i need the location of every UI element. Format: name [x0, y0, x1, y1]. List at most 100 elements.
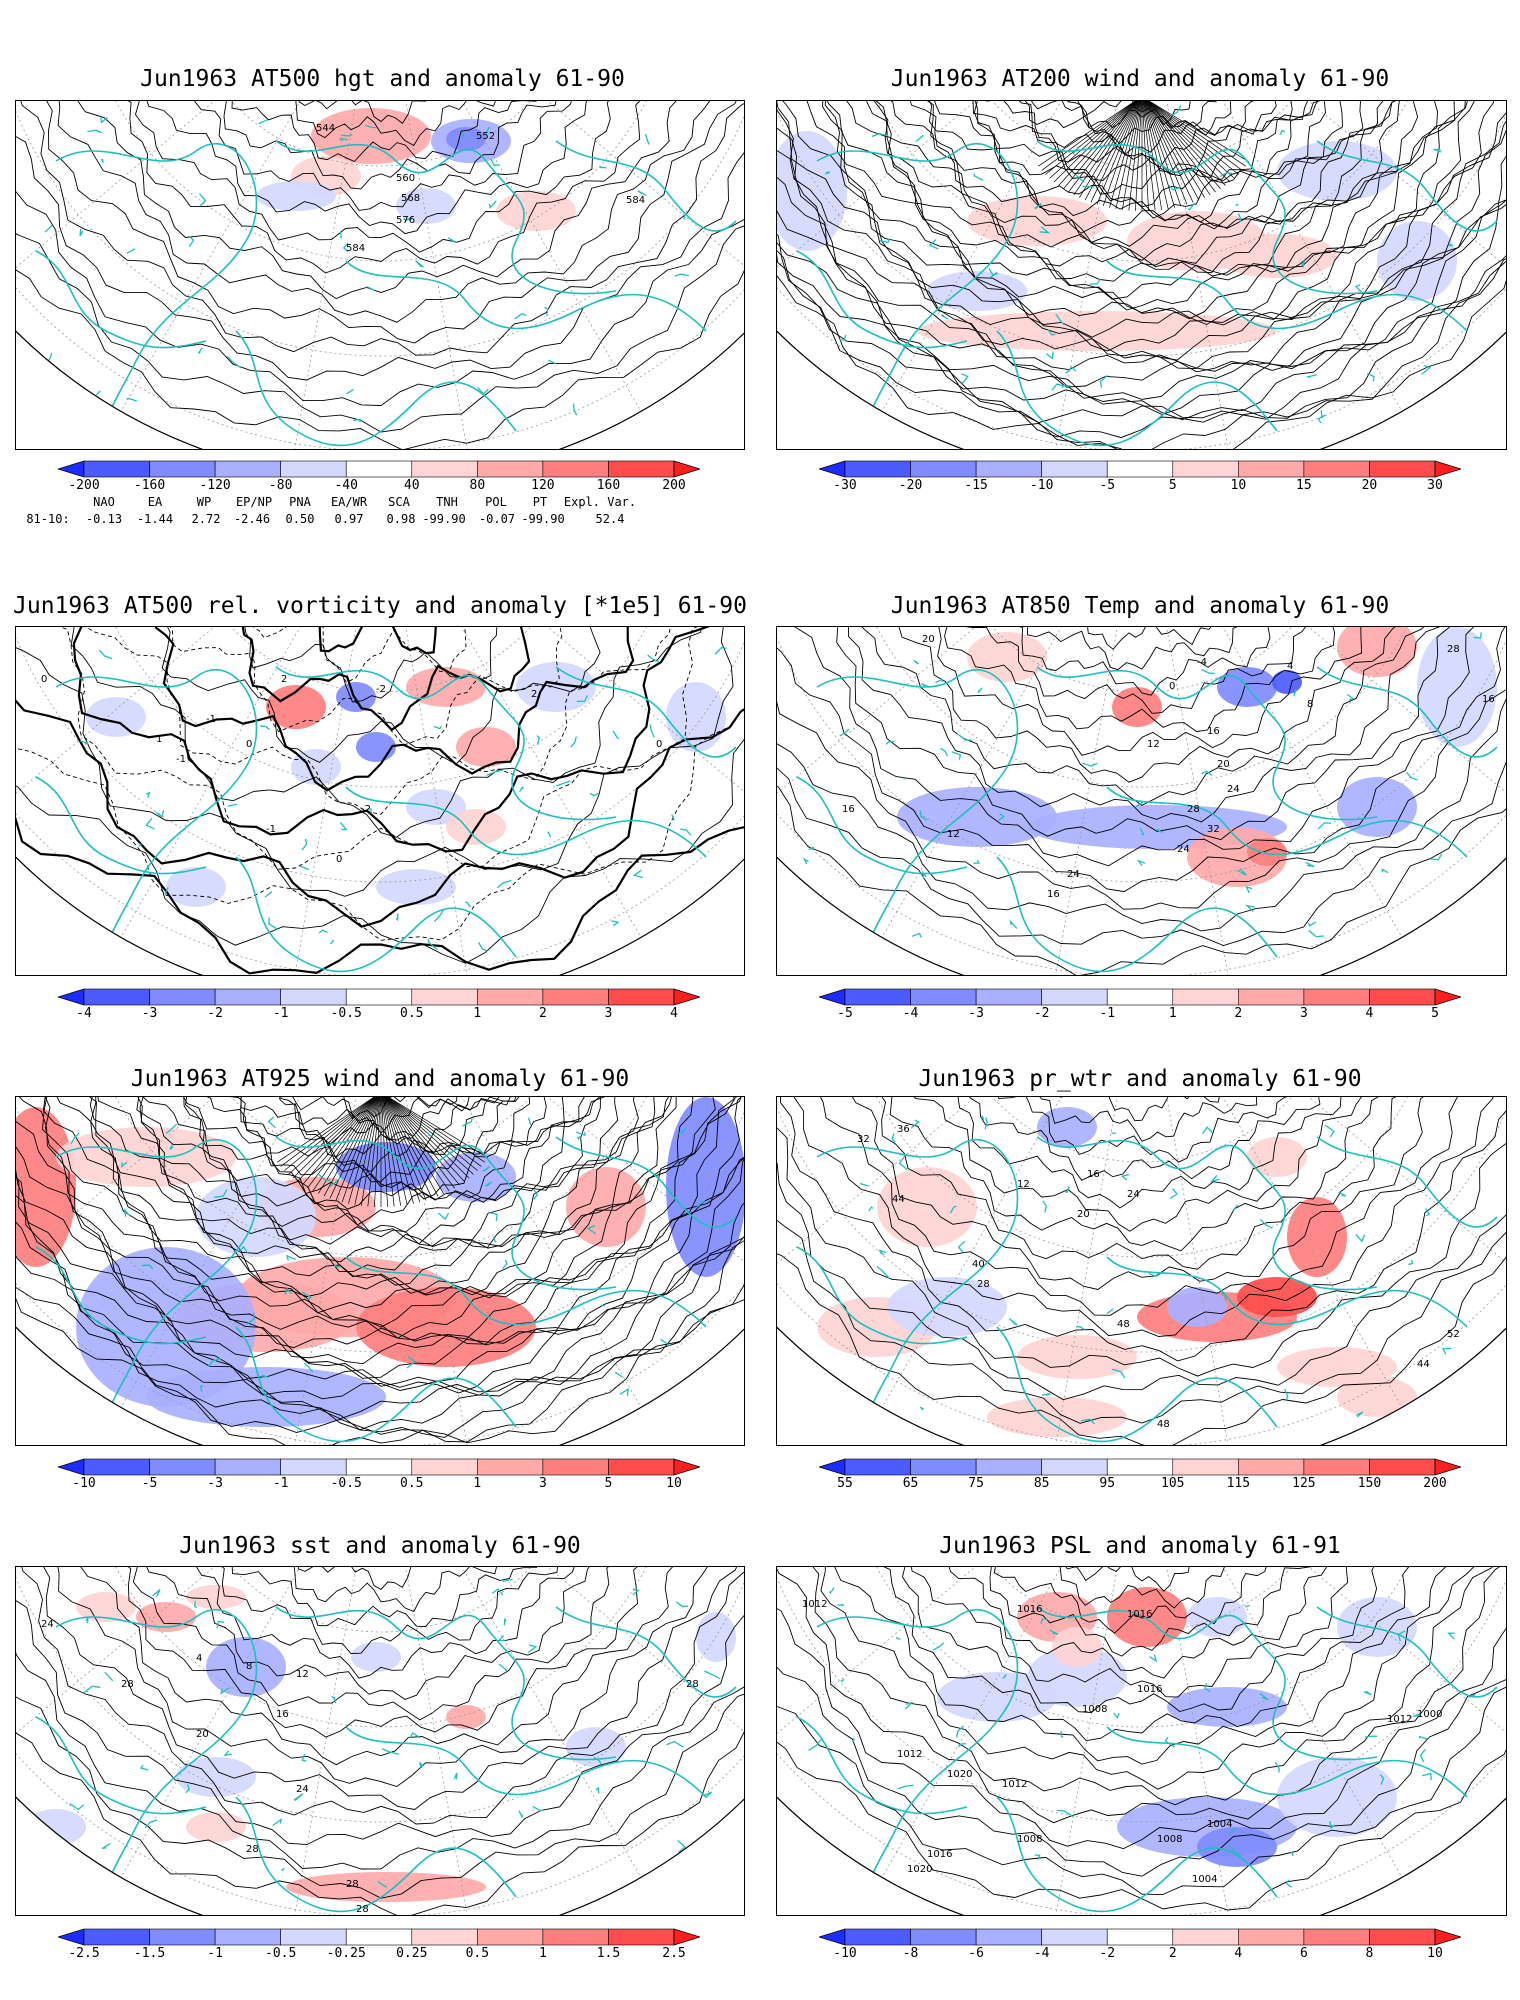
colorbar-box: [345, 460, 413, 478]
colorbar-tick-label: -3: [207, 1476, 223, 1491]
coastline: [333, 1265, 341, 1268]
coastline: [876, 1265, 890, 1279]
colorbar-tick-label: -0.5: [265, 1946, 297, 1961]
coastline: [683, 214, 687, 220]
contour-line: [926, 1097, 1357, 1181]
map-svg: 20 -4 0 4 8 28 16 16 16 12 20 24 28 32 24 12 24 16: [777, 627, 1506, 975]
panel-title: Jun1963 PSL and anomaly 61-91: [939, 1533, 1341, 1559]
latitude-line: [175, 627, 587, 693]
coastline: [1237, 213, 1242, 223]
panel-wind200: Jun1963 AT200 wind and anomaly 61-90 -30…: [760, 0, 1520, 560]
coastline: [35, 1246, 207, 1345]
contour-label: 20: [922, 634, 935, 645]
coastline: [301, 838, 308, 851]
coastline: [138, 842, 143, 847]
contour-label: 32: [1207, 824, 1220, 835]
coastline: [220, 1687, 230, 1695]
coastline: [556, 780, 571, 787]
coastline: [1429, 853, 1443, 861]
coastline: [1379, 1774, 1385, 1785]
coastline: [671, 814, 675, 821]
coastline: [409, 1732, 421, 1739]
streamline: [832, 101, 1448, 282]
teleconnection-header: WP: [196, 495, 212, 509]
anomaly-shading: [877, 1167, 977, 1247]
coastline: [345, 1726, 707, 1798]
colorbar-arrow-high: [1434, 1458, 1463, 1476]
coastline: [101, 1843, 111, 1850]
colorbar-tick-label: -6: [968, 1946, 984, 1961]
coastline: [126, 248, 136, 254]
colorbar-tick-label: -20: [898, 478, 923, 493]
anomaly-shading: [1272, 670, 1302, 694]
coastline: [1106, 1256, 1468, 1328]
contour-label: 1000: [1417, 1709, 1442, 1720]
meridian-line: [1141, 1097, 1506, 1136]
streamline: [1145, 101, 1205, 198]
contour-label: 16: [1207, 726, 1220, 737]
colorbar-tick-label: 0.5: [465, 1946, 490, 1961]
meridian-line: [1051, 1567, 1143, 1915]
coastline: [55, 1609, 258, 1915]
coastline: [1317, 414, 1326, 424]
anomaly-shading: [76, 1247, 256, 1407]
streamline: [354, 1097, 380, 1205]
contour-line: [787, 1097, 1496, 1337]
latitude-line: [936, 627, 1348, 693]
colorbar-box: [910, 460, 977, 478]
coastline: [164, 887, 169, 895]
coastline: [1228, 1844, 1242, 1857]
streamline: [1142, 101, 1156, 211]
colorbar-tick-label: 0.5: [400, 1006, 424, 1021]
coastline: [1106, 260, 1468, 332]
anomaly-shading: [967, 196, 1107, 246]
coastline: [482, 1166, 491, 1173]
streamline: [808, 101, 1487, 320]
contour-label: 48: [1117, 1319, 1130, 1330]
colorbar-box: [1106, 460, 1174, 478]
contour-label: 1012: [802, 1599, 827, 1610]
teleconnection-value: -0.07: [478, 512, 516, 526]
coastline: [1408, 1259, 1414, 1266]
meridian-line: [380, 1097, 642, 1408]
coastline: [1036, 666, 1378, 821]
coastline: [696, 1199, 706, 1208]
coastline: [859, 1182, 869, 1187]
coastline: [1441, 1347, 1452, 1355]
contour-line: [991, 1097, 1289, 1122]
coastline: [1170, 105, 1182, 117]
streamline: [1145, 101, 1194, 203]
contour-line: [856, 1567, 1421, 1713]
coastline: [527, 1644, 538, 1654]
colorbar-svg: [817, 460, 1463, 478]
streamline: [387, 1097, 485, 1163]
coastline: [1106, 1726, 1468, 1798]
streamline: [329, 1097, 378, 1199]
contour-label: -2: [361, 804, 371, 815]
coastline: [576, 1135, 580, 1141]
streamline: [1090, 101, 1139, 203]
anomaly-shading: [1167, 1287, 1227, 1327]
coastline: [921, 870, 927, 879]
streamline: [1146, 101, 1211, 196]
coastline: [258, 119, 268, 125]
contour-line: [16, 627, 744, 941]
coastline: [227, 803, 238, 807]
colorbar: -200 -160 -120 -80 -40 40 80 120 160 200: [56, 460, 702, 494]
meridian-line: [1141, 101, 1233, 449]
map-domain: [16, 627, 744, 975]
coastline: [840, 1678, 845, 1682]
streamline: [1144, 101, 1188, 205]
coastline: [611, 920, 620, 927]
streamline: [1049, 101, 1137, 179]
map-domain: [16, 101, 744, 449]
colorbar-box: [1041, 1928, 1108, 1946]
contour-label: 24: [1177, 844, 1190, 855]
coastline: [828, 1587, 835, 1595]
coastline: [1099, 374, 1108, 388]
coastline: [1187, 202, 1196, 211]
coastline: [199, 193, 207, 207]
streamline: [16, 1097, 744, 1349]
contour-label: 0: [1169, 681, 1175, 692]
contour-line: [997, 1567, 1301, 1592]
